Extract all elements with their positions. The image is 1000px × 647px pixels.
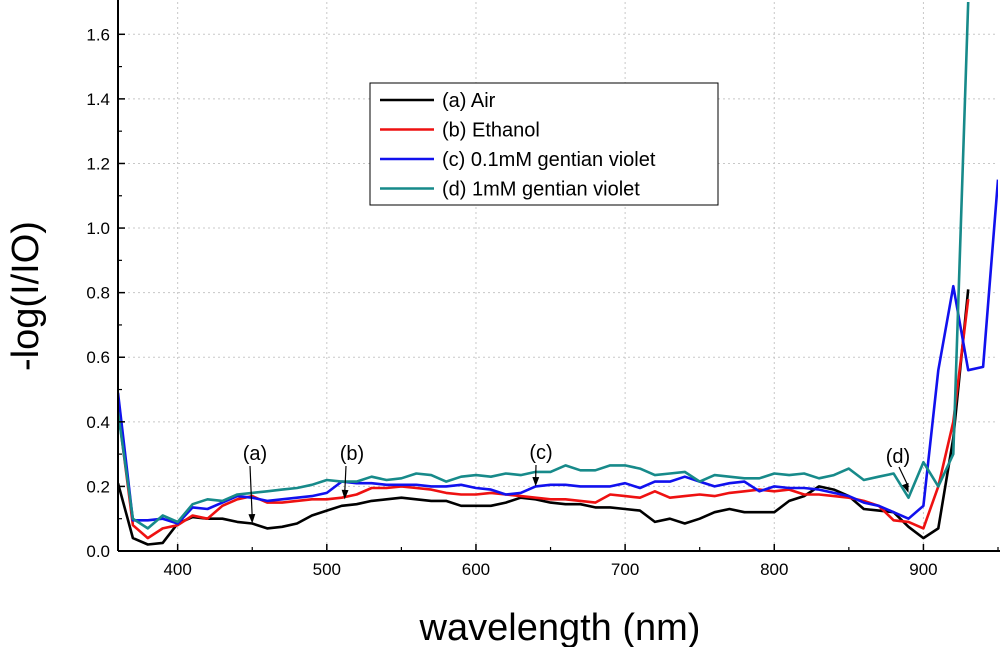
x-axis-title: wavelength (nm)	[419, 607, 701, 647]
annotation-label: (b)	[340, 443, 364, 465]
legend-label-1: (a) Air	[442, 90, 496, 112]
annotation-label: (d)	[886, 446, 910, 468]
tick-labels: 400 500 600 700 800 900 0.0 0.2 0.4 0.6 0.8 1.0 1.2 1…	[86, 25, 937, 579]
legend-label-3: (c) 0.1mM gentian violet	[442, 149, 656, 171]
legend-label-2: (b) Ethanol	[442, 120, 540, 142]
y-tick-label: 0.4	[86, 413, 110, 432]
y-tick-label: 1.0	[86, 219, 110, 238]
legend-box	[369, 82, 719, 206]
annotation-arrowhead	[902, 482, 909, 493]
x-tick-label: 600	[462, 560, 490, 579]
y-tick-label: 0.8	[86, 284, 110, 303]
annotations: (a) (b) (c) (d)	[243, 442, 910, 524]
x-tick-label: 700	[611, 560, 639, 579]
annotation-arrow-line	[249, 465, 253, 518]
series-line-3	[118, 179, 998, 525]
legend-label-4: (d) 1mM gentian violet	[442, 179, 640, 201]
series-line-4	[118, 2, 970, 530]
axes	[117, 0, 1000, 552]
annotation-arrowhead	[532, 476, 540, 487]
annotation-arrowhead	[341, 489, 349, 500]
annotation-label: (c)	[529, 442, 552, 464]
x-tick-label: 800	[760, 560, 788, 579]
x-tick-label: 500	[313, 560, 341, 579]
x-tick-label: 400	[163, 560, 191, 579]
y-tick-label: 1.2	[86, 154, 110, 173]
y-tick-label: 0.0	[86, 542, 110, 561]
y-tick-label: 0.6	[86, 348, 110, 367]
x-tick-label: 900	[909, 560, 937, 579]
annotation-arrow-line	[344, 465, 347, 494]
y-tick-label: 0.2	[86, 477, 110, 496]
legend: (a) Air (b) Ethanol (c) 0.1mM gentian viol…	[369, 82, 719, 206]
series-group	[118, 2, 998, 546]
y-tick-label: 1.4	[86, 90, 110, 109]
annotation-label: (a)	[243, 443, 267, 465]
series-line-1	[118, 289, 970, 546]
annotation-arrowhead	[248, 514, 256, 524]
y-tick-label: 1.6	[86, 25, 110, 44]
y-axis-title: -log(I/IO)	[5, 221, 47, 371]
